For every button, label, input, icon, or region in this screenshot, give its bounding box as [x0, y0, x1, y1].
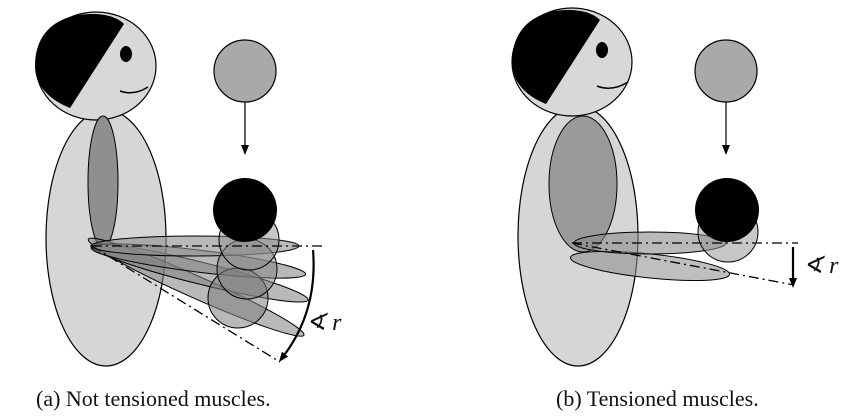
caption-panel-b: (b) Tensioned muscles. [556, 386, 759, 411]
mouth [596, 81, 629, 89]
held-ball [213, 178, 277, 242]
panel-a: ∢ r [35, 11, 342, 367]
reference-line-deflected [571, 242, 795, 286]
mouth [119, 86, 149, 94]
eye [120, 46, 132, 62]
eye [596, 42, 608, 58]
caption-panel-a: (a) Not tensioned muscles. [36, 386, 271, 411]
upper-arm-muscle [548, 115, 618, 253]
falling-ball [213, 39, 277, 103]
angle-label: ∢ r [803, 253, 839, 279]
held-ball [695, 178, 759, 242]
panel-b: ∢ r [511, 7, 839, 367]
hair [35, 14, 124, 108]
reference-line-deflected [91, 245, 281, 363]
hair [512, 10, 600, 104]
falling-ball [694, 39, 758, 103]
upper-arm-muscle [87, 115, 119, 249]
angle-label: ∢ r [306, 310, 342, 336]
angle-arc [278, 249, 315, 362]
